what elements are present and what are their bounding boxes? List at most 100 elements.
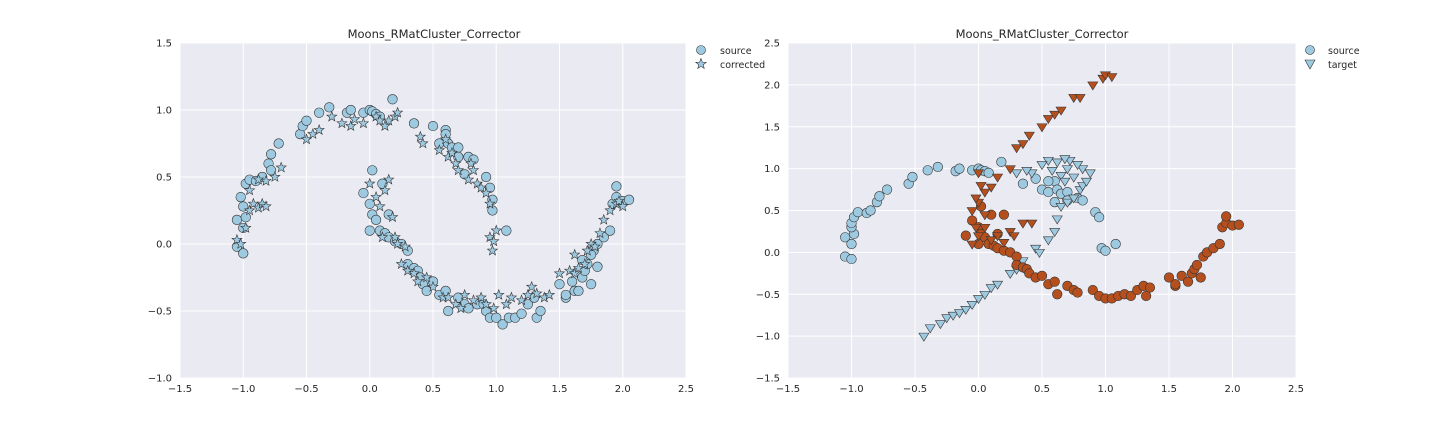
data-point-circle (231, 214, 243, 225)
data-point-triangle (1074, 94, 1086, 104)
x-tick-label: 1.5 (552, 384, 568, 395)
y-tick-label: 0.0 (764, 248, 780, 259)
data-point-circle (522, 299, 533, 310)
data-point-star (500, 298, 513, 310)
data-point-star (357, 117, 370, 129)
data-point-circle (1170, 279, 1181, 290)
data-point-triangle (1106, 73, 1118, 83)
data-point-star (389, 231, 401, 243)
data-point-circle (1094, 212, 1105, 223)
data-point-circle (573, 285, 584, 297)
data-point-circle (1030, 173, 1041, 184)
data-point-star (505, 291, 518, 303)
data-point-circle (1144, 282, 1156, 293)
data-point-triangle (1008, 232, 1020, 242)
data-point-star (579, 258, 591, 270)
data-point-circle (998, 209, 1010, 220)
data-point-star (439, 133, 452, 145)
data-point-star (487, 235, 500, 247)
data-point-circle (1017, 178, 1029, 189)
data-point-triangle (992, 280, 1004, 290)
data-point-circle (560, 289, 571, 301)
data-point-circle (592, 261, 603, 272)
data-point-circle (1214, 238, 1225, 250)
data-point-circle (265, 149, 277, 160)
data-point-circle (1182, 276, 1194, 287)
data-point-circle (301, 115, 312, 126)
subplot-right: Moons_RMatCluster_Corrector −1.5 −1.0 −0.5… (756, 27, 1360, 395)
x-tick-label: 2.0 (1225, 384, 1241, 395)
x-tick-label: 2.5 (678, 384, 694, 395)
data-point-circle (314, 107, 325, 118)
data-point-triangle (979, 188, 991, 198)
data-point-star (234, 237, 247, 249)
legend-marker-target (1304, 59, 1316, 70)
tick-labels-left: −1.5 −1.0 −0.5 0.0 0.5 1.0 1.5 2.0 2.5−1.0−0.50.… (148, 39, 694, 396)
data-point-triangle (918, 332, 930, 342)
data-point-circle (1191, 259, 1203, 271)
data-point-triangle (972, 232, 985, 242)
legend-marker-source (696, 45, 706, 55)
y-tick-label: 1.0 (764, 164, 780, 175)
data-point-star (345, 120, 357, 131)
data-point-triangle (1042, 236, 1054, 246)
data-point-circle (235, 192, 246, 203)
data-point-circle (1087, 284, 1098, 296)
data-point-star (462, 173, 475, 185)
legend-left: source corrected (694, 45, 765, 71)
data-point-triangle (1068, 194, 1080, 204)
data-point-circle (364, 198, 375, 209)
x-tick-label: 0.0 (971, 384, 987, 395)
y-tick-label: 1.0 (156, 106, 172, 117)
data-point-circle (922, 165, 933, 176)
data-point-star (401, 264, 414, 276)
data-point-star (326, 110, 338, 122)
data-point-triangle (998, 239, 1010, 248)
data-point-star (450, 157, 462, 169)
data-point-star (487, 302, 500, 314)
data-point-triangle (1004, 165, 1016, 175)
data-point-triangle (1042, 115, 1054, 124)
data-point-star (363, 177, 376, 189)
x-tick-label: −1.5 (776, 384, 800, 395)
data-point-star (427, 280, 439, 292)
data-point-star (475, 181, 487, 193)
data-point-star (525, 280, 538, 292)
data-point-triangle (1017, 140, 1029, 150)
y-tick-label: −1.0 (756, 332, 780, 343)
x-tick-label: −1.5 (168, 384, 192, 395)
data-point-star (604, 204, 616, 216)
data-point-circle (324, 102, 335, 113)
data-point-triangle (1033, 249, 1046, 258)
data-point-circle (358, 187, 369, 199)
x-tick-label: −0.5 (903, 384, 927, 395)
data-point-circle (1043, 176, 1054, 187)
data-point-circle (865, 205, 876, 216)
data-point-triangle (966, 240, 978, 250)
data-point-circle (1195, 272, 1206, 283)
data-point-triangle (1059, 177, 1071, 187)
data-point-triangle (1023, 131, 1035, 141)
data-point-triangle (979, 290, 991, 300)
data-point-star (243, 204, 256, 216)
data-point-star (613, 195, 625, 207)
x-tick-label: −1.0 (839, 384, 863, 395)
data-point-circle (443, 305, 454, 317)
data-point-triangle (1055, 203, 1067, 212)
data-point-circle (240, 212, 251, 223)
data-point-triangle (985, 236, 997, 246)
data-point-triangle (1011, 169, 1023, 179)
data-point-triangle (924, 324, 936, 334)
data-point-circle (1072, 287, 1083, 298)
data-point-star (414, 130, 427, 142)
data-point-triangle (966, 207, 978, 217)
data-point-triangle (985, 284, 997, 294)
data-point-circle (846, 238, 857, 250)
data-point-circle (1176, 270, 1187, 281)
data-point-circle (1049, 276, 1060, 287)
legend-label-target: target (1328, 60, 1357, 71)
data-point-star (260, 200, 272, 212)
data-point-star (490, 224, 503, 236)
data-point-triangle (1068, 173, 1080, 183)
